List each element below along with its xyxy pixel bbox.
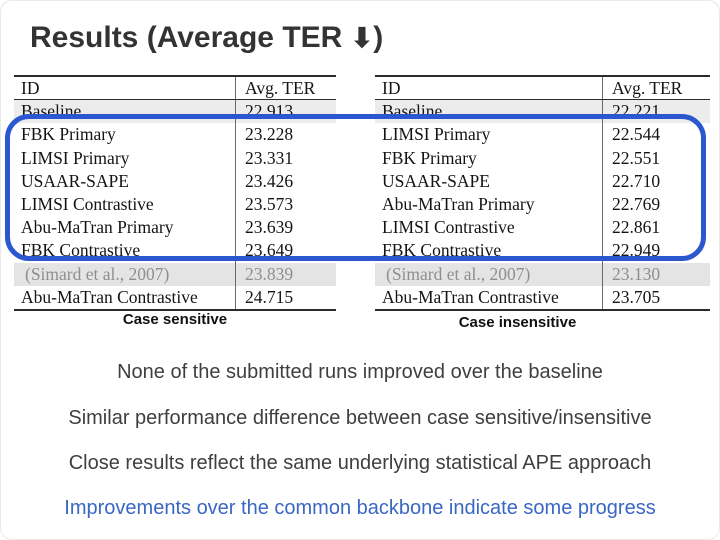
table-header-row: ID Avg. TER — [375, 77, 710, 101]
row-value-cell: 23.228 — [245, 124, 294, 145]
bullet-close-results: Close results reflect the same underlyin… — [68, 452, 652, 474]
row-value-cell: 22.913 — [245, 101, 294, 122]
row-id-cell: USAAR-SAPE — [375, 169, 603, 193]
table-row: Baseline 22.221 — [375, 100, 710, 124]
row-value-cell: 23.705 — [612, 286, 661, 307]
row-id-cell: FBK Contrastive — [14, 239, 236, 263]
row-id-cell: Abu-MaTran Primary — [14, 216, 236, 240]
row-value-cell: 22.544 — [612, 124, 661, 145]
row-id-cell: Abu-MaTran Contrastive — [14, 285, 236, 309]
row-value-cell: 23.573 — [245, 194, 294, 215]
table-row: FBK Primary 22.551 — [375, 146, 710, 170]
table-row: USAAR-SAPE 23.426 — [14, 169, 336, 193]
table-row: Baseline 22.913 — [14, 100, 336, 124]
table-row: Abu-MaTran Contrastive 23.705 — [375, 285, 710, 309]
row-id-cell: Abu-MaTran Primary — [375, 192, 603, 217]
table-row: Abu-MaTran Primary 23.639 — [14, 216, 336, 240]
table-row: LIMSI Contrastive 23.573 — [14, 192, 336, 217]
row-value-cell: 22.221 — [612, 101, 661, 122]
table-row: FBK Contrastive 23.649 — [14, 239, 336, 263]
bullet-no-improvement: None of the submitted runs improved over… — [117, 361, 603, 383]
row-value-cell: 22.551 — [612, 147, 661, 168]
row-value-cell: 23.426 — [245, 170, 294, 191]
page-title: Results (Average TER ⬇) — [30, 21, 383, 55]
bullet-similar-performance: Similar performance difference between c… — [68, 407, 652, 429]
row-id-cell: Baseline — [14, 100, 236, 124]
id-column-header: ID — [14, 77, 236, 100]
row-id-cell: LIMSI Contrastive — [375, 216, 603, 240]
row-value-cell: 23.331 — [245, 147, 294, 168]
table-row: LIMSI Primary 22.544 — [375, 123, 710, 147]
table-row: FBK Primary 23.228 — [14, 123, 336, 147]
row-id-cell: (Simard et al., 2007) — [375, 262, 603, 286]
row-value-cell: 23.649 — [245, 240, 294, 261]
table-header-row: ID Avg. TER — [14, 77, 336, 101]
caption-case-sensitive: Case sensitive — [122, 311, 228, 328]
case-insensitive-table: ID Avg. TER Baseline 22.221 LIMSI Primary 22.… — [375, 75, 710, 311]
row-id-cell: FBK Primary — [375, 146, 603, 170]
row-id-cell: USAAR-SAPE — [14, 169, 236, 193]
page-title-text: Results (Average TER — [30, 21, 351, 54]
caption-case-insensitive: Case insensitive — [458, 314, 577, 331]
table-row: FBK Contrastive 22.949 — [375, 239, 710, 263]
down-arrow-icon: ⬇ — [350, 23, 374, 53]
table-row: Abu-MaTran Primary 22.769 — [375, 192, 710, 217]
table-row: LIMSI Contrastive 22.861 — [375, 216, 710, 240]
row-value-cell: 22.861 — [612, 217, 661, 238]
row-value-cell: 23.130 — [612, 263, 661, 284]
bullet-improvements-progress: Improvements over the common backbone in… — [64, 497, 656, 519]
avg-ter-column-header: Avg. TER — [612, 77, 683, 98]
row-id-cell: Baseline — [375, 100, 603, 124]
row-value-cell: 23.839 — [245, 263, 294, 284]
row-value-cell: 22.769 — [612, 194, 661, 215]
row-id-cell: (Simard et al., 2007) — [14, 262, 236, 286]
row-id-cell: LIMSI Primary — [375, 123, 603, 147]
table-row: Abu-MaTran Contrastive 24.715 — [14, 285, 336, 309]
row-value-cell: 22.949 — [612, 240, 661, 261]
table-row: LIMSI Primary 23.331 — [14, 146, 336, 170]
avg-ter-column-header: Avg. TER — [245, 77, 316, 98]
case-sensitive-table: ID Avg. TER Baseline 22.913 FBK Primary 23.22… — [14, 75, 336, 311]
row-id-cell: FBK Primary — [14, 123, 236, 147]
row-id-cell: LIMSI Contrastive — [14, 192, 236, 217]
id-column-header: ID — [375, 77, 603, 100]
row-value-cell: 22.710 — [612, 170, 661, 191]
row-id-cell: LIMSI Primary — [14, 146, 236, 170]
row-id-cell: FBK Contrastive — [375, 239, 603, 263]
row-id-cell: Abu-MaTran Contrastive — [375, 285, 603, 309]
row-value-cell: 23.639 — [245, 217, 294, 238]
row-value-cell: 24.715 — [245, 286, 294, 307]
page-title-close: ) — [373, 21, 384, 54]
table-row: USAAR-SAPE 22.710 — [375, 169, 710, 193]
table-row: (Simard et al., 2007) 23.130 — [375, 262, 710, 286]
table-row: (Simard et al., 2007) 23.839 — [14, 262, 336, 286]
